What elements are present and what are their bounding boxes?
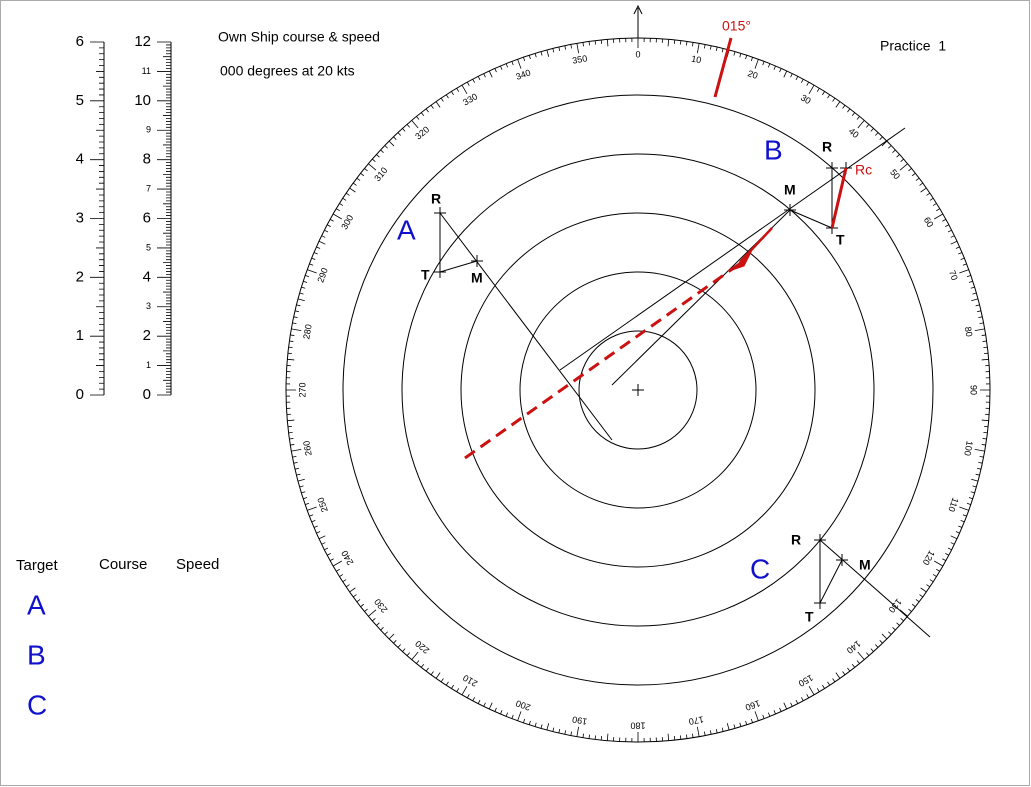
practice-label: Practice 1 [880,38,946,54]
course-annotation: 015° [722,18,751,34]
t-label: T [421,267,430,283]
m-label: M [784,182,796,198]
scale-label: 3 [76,209,84,226]
table: Target Course Speed A B C [16,556,219,720]
bearing-label: 110 [946,496,960,513]
bearing-label: 90 [969,385,979,395]
bearing-label: 30 [799,93,813,107]
bearing-label: 20 [746,68,759,81]
own-ship-value: 000 degrees at 20 kts [220,63,355,79]
scale-label: 7 [146,183,151,193]
table-row: C [27,689,47,720]
bearing-label: 280 [301,323,313,340]
scale-label: 0 [143,386,151,403]
range-ring [401,153,875,627]
table-header: Course [99,556,147,573]
plot-lines [434,4,931,638]
scale-label: 1 [146,360,151,370]
r-label: R [822,139,832,155]
scale-label: 9 [146,125,151,135]
t-label: T [805,609,814,625]
r-label: R [791,532,801,548]
plot-labels: A R T M B R T M C R T M [397,134,871,624]
range-ring [519,271,757,509]
scale-label: 12 [134,33,151,50]
bearing-label: 260 [301,440,313,457]
bearing-label: 80 [963,326,975,338]
bearing-label: 190 [571,714,588,726]
bearing-label: 180 [630,721,645,731]
own-ship-label: Own Ship course & speed [218,29,380,45]
scale-ticks [90,41,104,396]
range-ring [578,330,698,450]
scale-label: 8 [143,151,151,168]
scale-label: 4 [143,268,151,285]
bearing-label: 170 [688,714,705,726]
target-letter: C [750,553,770,584]
range-ring [342,94,934,686]
scale-label: 4 [76,151,84,168]
compass: 0 102030405060708090100110120130140150160… [285,37,991,743]
scale-label: 6 [143,209,151,226]
m-label: M [471,270,483,286]
m-label: M [859,557,871,573]
t-label: T [836,232,845,248]
scale-label: 0 [76,386,84,403]
scale-label: 10 [134,92,151,109]
bearing-label: 290 [315,266,330,284]
compass-ticks [286,38,990,742]
bearing-label: 10 [690,54,702,66]
scale-ticks [157,41,171,396]
bearing-label: 70 [947,269,960,282]
bearing-label: 250 [315,496,330,514]
scale-label: 2 [143,327,151,344]
bearing-label: 50 [888,167,902,181]
scale-label: 1 [76,327,84,344]
target-letter: B [764,134,783,165]
scale-label: 2 [76,268,84,285]
r-label: R [431,191,441,207]
table-header: Target [16,557,59,574]
bearing-label: 100 [962,440,974,457]
bearing-label: 340 [514,67,532,82]
scale-label: 5 [146,242,151,252]
range-ring [460,212,816,568]
bearing-label: 0 [635,49,640,59]
scale-label: 11 [142,66,151,76]
bearing-label: 200 [514,698,532,713]
bearing-label: 40 [847,126,861,140]
table-row: A [27,589,46,620]
scale-label: 6 [76,33,84,50]
bearing-label: 60 [922,215,936,229]
rc-annotation: Rc [855,162,872,178]
red-marks [464,37,848,460]
scale-label: 5 [76,92,84,109]
bearing-label: 160 [744,698,762,713]
table-row: B [27,639,46,670]
scale-label: 3 [146,301,151,311]
bearing-label: 270 [297,382,307,397]
target-letter: A [397,214,416,245]
table-header: Speed [176,556,219,573]
bearing-label: 350 [571,53,588,65]
